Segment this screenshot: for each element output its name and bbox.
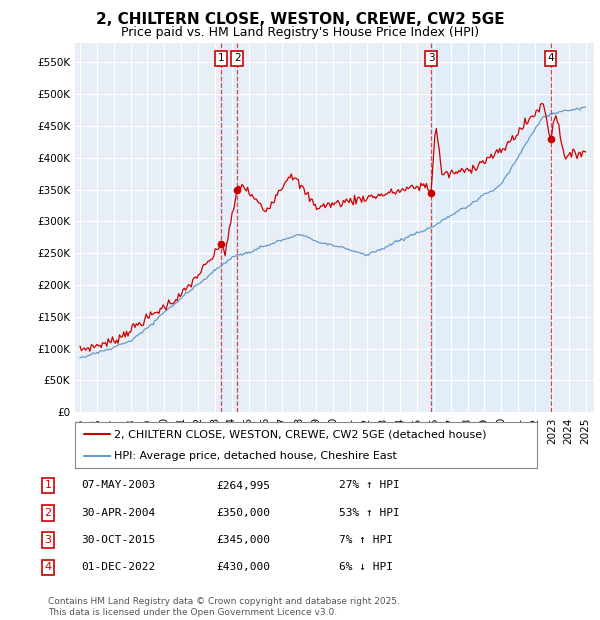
Text: £345,000: £345,000 bbox=[216, 535, 270, 545]
Text: 2, CHILTERN CLOSE, WESTON, CREWE, CW2 5GE: 2, CHILTERN CLOSE, WESTON, CREWE, CW2 5G… bbox=[95, 12, 505, 27]
Bar bbox=[221, 43, 237, 412]
Text: 2: 2 bbox=[44, 508, 52, 518]
Text: 1: 1 bbox=[44, 480, 52, 490]
Text: 30-APR-2004: 30-APR-2004 bbox=[81, 508, 155, 518]
Text: 27% ↑ HPI: 27% ↑ HPI bbox=[339, 480, 400, 490]
Text: 6% ↓ HPI: 6% ↓ HPI bbox=[339, 562, 393, 572]
Text: 53% ↑ HPI: 53% ↑ HPI bbox=[339, 508, 400, 518]
Text: 3: 3 bbox=[44, 535, 52, 545]
Text: 4: 4 bbox=[547, 53, 554, 63]
Text: 30-OCT-2015: 30-OCT-2015 bbox=[81, 535, 155, 545]
Text: 07-MAY-2003: 07-MAY-2003 bbox=[81, 480, 155, 490]
Text: 2, CHILTERN CLOSE, WESTON, CREWE, CW2 5GE (detached house): 2, CHILTERN CLOSE, WESTON, CREWE, CW2 5G… bbox=[114, 429, 487, 439]
Text: HPI: Average price, detached house, Cheshire East: HPI: Average price, detached house, Ches… bbox=[114, 451, 397, 461]
Text: £264,995: £264,995 bbox=[216, 480, 270, 490]
Text: 01-DEC-2022: 01-DEC-2022 bbox=[81, 562, 155, 572]
Text: 3: 3 bbox=[428, 53, 434, 63]
Bar bbox=[431, 43, 551, 412]
Text: 4: 4 bbox=[44, 562, 52, 572]
Text: 7% ↑ HPI: 7% ↑ HPI bbox=[339, 535, 393, 545]
Text: 2: 2 bbox=[234, 53, 241, 63]
Text: Price paid vs. HM Land Registry's House Price Index (HPI): Price paid vs. HM Land Registry's House … bbox=[121, 26, 479, 39]
Text: Contains HM Land Registry data © Crown copyright and database right 2025.
This d: Contains HM Land Registry data © Crown c… bbox=[48, 598, 400, 617]
Text: 1: 1 bbox=[217, 53, 224, 63]
Text: £350,000: £350,000 bbox=[216, 508, 270, 518]
Text: £430,000: £430,000 bbox=[216, 562, 270, 572]
